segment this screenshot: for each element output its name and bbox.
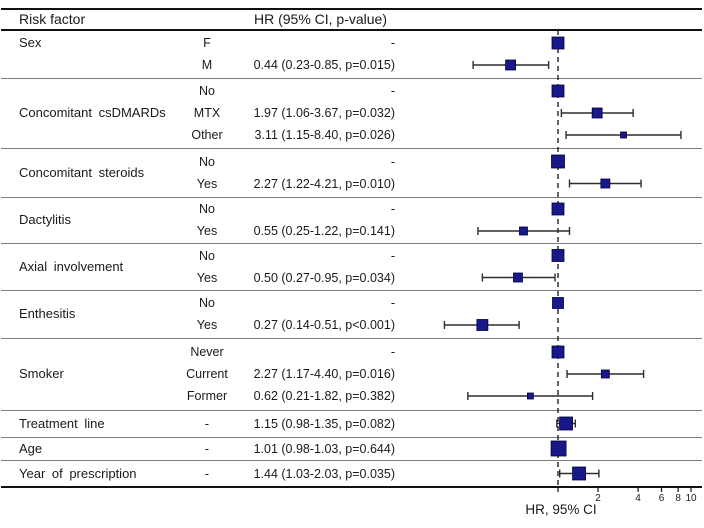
group-label: Concomitant steroids [19, 164, 145, 180]
row-hr-text: 2.27 (1.22-4.21, p=0.010) [253, 176, 395, 191]
row-level: - [204, 441, 210, 456]
row-level: - [204, 416, 210, 431]
row-hr-text: - [390, 84, 395, 98]
row-hr-text: - [390, 36, 395, 50]
header-separator [1, 29, 702, 31]
hr-marker [552, 297, 564, 309]
row-level: Yes [196, 224, 218, 238]
group-label: Concomitant csDMARDs [19, 105, 166, 120]
group-label: Sex [19, 35, 42, 50]
row-hr-text: 0.50 (0.27-0.95, p=0.034) [253, 270, 395, 285]
hr-marker [550, 440, 567, 457]
group-separator [1, 243, 702, 244]
axis-tick-label: 6 [659, 493, 665, 504]
row-level: No [199, 248, 215, 263]
row-hr-text: 1.15 (0.98-1.35, p=0.082) [253, 416, 395, 431]
group-label: Treatment line [19, 415, 105, 431]
row-level: No [199, 154, 215, 169]
hr-marker [591, 107, 603, 119]
axis-line [1, 486, 702, 488]
hr-marker [620, 131, 627, 139]
axis-tick-label: 2 [595, 493, 601, 504]
row-hr-text: - [390, 248, 395, 263]
x-axis-title: HR, 95% CI [525, 502, 596, 517]
group-separator [1, 148, 702, 149]
group-separator [1, 197, 702, 198]
group-separator [1, 78, 702, 79]
row-level: Yes [196, 270, 218, 285]
hr-marker [476, 319, 489, 331]
risk-factor-column-header: Risk factor [19, 11, 86, 27]
hr-marker [551, 36, 565, 50]
row-level: Never [190, 345, 224, 359]
group-separator [1, 410, 702, 411]
hr-marker [600, 178, 611, 189]
hr-marker [572, 466, 586, 481]
hr-marker [551, 84, 565, 98]
axis-tick-label: 8 [675, 493, 681, 504]
hr-marker [505, 59, 516, 71]
hr-marker [600, 369, 610, 379]
top-border [1, 8, 702, 10]
row-hr-text: 1.44 (1.03-2.03, p=0.035) [253, 466, 395, 481]
row-hr-text: - [390, 345, 395, 359]
group-label: Dactylitis [19, 212, 72, 227]
row-hr-text: 1.01 (0.98-1.03, p=0.644) [253, 441, 395, 456]
group-label: Age [19, 440, 43, 456]
group-separator [1, 460, 702, 461]
axis-tick-label: 4 [635, 493, 641, 504]
hr-column-header: HR (95% CI, p-value) [253, 11, 388, 27]
group-label: Enthesitis [19, 306, 76, 321]
row-hr-text: 0.62 (0.21-1.82, p=0.382) [253, 389, 395, 403]
row-level: Other [191, 128, 223, 142]
row-hr-text: 3.11 (1.15-8.40, p=0.026) [254, 128, 396, 142]
hr-marker [551, 345, 565, 359]
hr-marker [559, 416, 573, 431]
row-hr-text: 0.44 (0.23-0.85, p=0.015) [253, 58, 395, 72]
row-level: No [199, 296, 215, 310]
hr-marker [551, 249, 565, 262]
row-level: Current [186, 367, 228, 381]
row-hr-text: 0.27 (0.14-0.51, p<0.001) [253, 318, 395, 332]
axis-tick-label: 10 [685, 493, 697, 504]
row-hr-text: - [390, 154, 395, 169]
group-separator [1, 290, 702, 291]
row-level: MTX [193, 106, 221, 120]
row-level: Former [186, 389, 228, 403]
group-label: Smoker [19, 366, 64, 381]
group-separator [1, 338, 702, 339]
row-level: F [203, 36, 211, 50]
row-hr-text: - [390, 296, 395, 310]
group-label: Year of prescription [19, 465, 137, 481]
row-level: No [199, 202, 215, 216]
row-hr-text: 2.27 (1.17-4.40, p=0.016) [253, 367, 395, 381]
row-hr-text: 0.55 (0.25-1.22, p=0.141) [253, 224, 395, 238]
row-hr-text: - [390, 202, 395, 216]
row-level: M [201, 58, 213, 72]
row-level: Yes [196, 176, 218, 191]
hr-marker [551, 154, 565, 169]
row-level: No [199, 84, 215, 98]
hr-marker [526, 392, 534, 400]
group-separator [1, 437, 702, 438]
row-level: - [204, 466, 210, 481]
hr-marker [519, 226, 528, 236]
group-label: Axial involvement [19, 258, 124, 274]
row-hr-text: 1.97 (1.06-3.67, p=0.032) [253, 106, 395, 120]
hr-marker [513, 272, 523, 283]
hr-marker [551, 202, 565, 216]
row-level: Yes [196, 318, 218, 332]
